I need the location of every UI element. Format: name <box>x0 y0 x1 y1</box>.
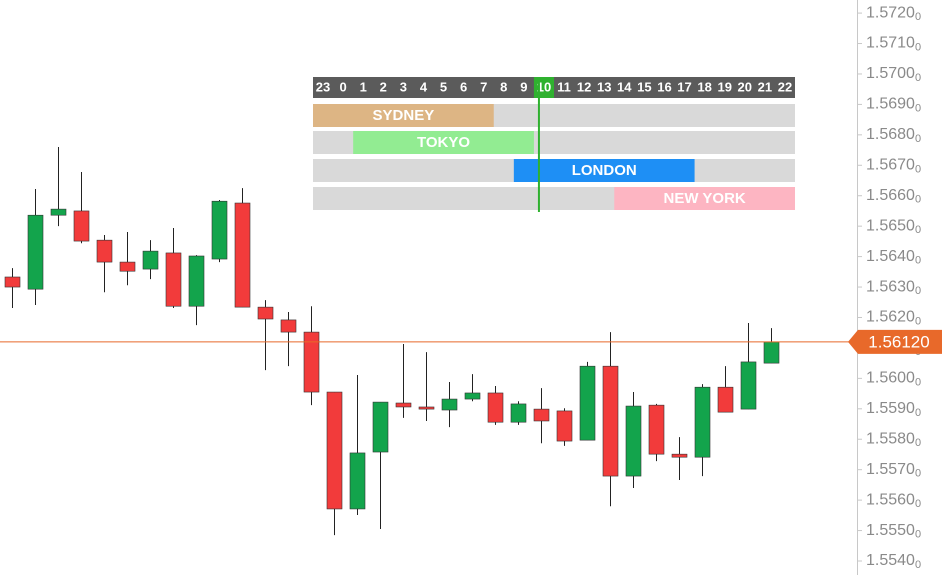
candle-body <box>303 331 320 393</box>
session-label: TOKYO <box>417 134 470 151</box>
candle-body <box>418 406 435 410</box>
session-bar <box>513 159 695 182</box>
candle-body <box>395 402 412 408</box>
hour-label: 12 <box>577 79 591 94</box>
session-bar <box>353 131 534 154</box>
candle-body <box>27 214 44 290</box>
hour-label: 6 <box>460 79 467 94</box>
session-bar <box>313 104 494 127</box>
y-tick-label: 1.57200 <box>866 4 921 23</box>
hour-label: 18 <box>697 79 711 94</box>
last-price-tag <box>848 329 942 354</box>
candle-body <box>119 261 136 272</box>
candle-body <box>280 319 297 333</box>
hour-label: 2 <box>380 79 387 94</box>
candle-body <box>188 255 205 307</box>
candle-body <box>73 210 90 242</box>
candle-body <box>717 386 734 413</box>
y-tick-label: 1.55900 <box>866 400 921 419</box>
candle-body <box>326 391 343 510</box>
candle-body <box>487 392 504 423</box>
hour-label: 17 <box>677 79 691 94</box>
candle-body <box>50 208 67 216</box>
hour-label: 15 <box>637 79 651 94</box>
y-tick-label: 1.56300 <box>866 278 921 297</box>
hour-label: 21 <box>758 79 772 94</box>
hour-label: 4 <box>420 79 428 94</box>
hour-label: 0 <box>340 79 347 94</box>
candle-body <box>165 252 182 307</box>
candle-body <box>464 392 481 400</box>
hour-label: 22 <box>778 79 792 94</box>
hour-label: 1 <box>360 79 367 94</box>
candle-body <box>142 250 159 270</box>
y-tick-label: 1.55500 <box>866 522 921 541</box>
candle-body <box>372 401 389 453</box>
hour-label: 16 <box>657 79 671 94</box>
hour-label: 11 <box>557 79 571 94</box>
hour-label: 13 <box>597 79 611 94</box>
candle-body <box>740 361 757 410</box>
y-tick-label: 1.55600 <box>866 491 921 510</box>
y-tick-label: 1.55800 <box>866 430 921 449</box>
y-tick-label: 1.56800 <box>866 126 921 145</box>
y-tick-label: 1.56900 <box>866 96 921 115</box>
hour-label: 7 <box>480 79 487 94</box>
y-tick-label: 1.55700 <box>866 461 921 480</box>
last-price-label: 1.56120 <box>868 332 929 351</box>
candle-body <box>234 202 251 308</box>
session-label: SYDNEY <box>373 107 435 124</box>
y-tick-label: 1.56600 <box>866 187 921 206</box>
candle-body <box>257 306 274 320</box>
session-label: NEW YORK <box>664 190 746 207</box>
y-tick-label: 1.56400 <box>866 248 921 267</box>
hour-label: 14 <box>617 79 632 94</box>
candle-body <box>96 239 113 263</box>
hour-label: 9 <box>520 79 527 94</box>
hour-label: 3 <box>400 79 407 94</box>
y-tick-label: 1.57000 <box>866 65 921 84</box>
session-label: LONDON <box>572 162 637 179</box>
session-bar <box>614 187 795 210</box>
y-tick-label: 1.56200 <box>866 309 921 328</box>
hour-label: 19 <box>717 79 731 94</box>
candle-body <box>579 365 596 441</box>
candle-body <box>4 276 21 288</box>
candle-body <box>625 405 642 477</box>
candle-body <box>556 410 573 442</box>
sessions-widget: 23 0 1 2 3 4 5 6 7 8 9 10 11 12 13 14 15 16 17 18 19 20 21 22SY… <box>313 77 795 212</box>
hour-label: 5 <box>440 79 447 94</box>
hour-label: 23 <box>316 79 330 94</box>
candle-body <box>602 365 619 477</box>
candle-body <box>533 408 550 422</box>
candle-body <box>763 341 780 364</box>
hour-label: 20 <box>738 79 752 94</box>
y-tick-label: 1.56000 <box>866 370 921 389</box>
candle-body <box>441 398 458 411</box>
candle-body <box>648 404 665 455</box>
candle-body <box>694 386 711 458</box>
candle-body <box>671 453 688 458</box>
candle-body <box>349 452 366 510</box>
y-tick-label: 1.55400 <box>866 552 921 571</box>
hour-label: 10 <box>537 79 551 94</box>
candle-body <box>510 403 527 423</box>
y-tick-label: 1.57100 <box>866 35 921 54</box>
y-tick-label: 1.56700 <box>866 157 921 176</box>
candle-body <box>211 200 228 260</box>
hour-label: 8 <box>500 79 507 94</box>
y-tick-label: 1.56500 <box>866 217 921 236</box>
